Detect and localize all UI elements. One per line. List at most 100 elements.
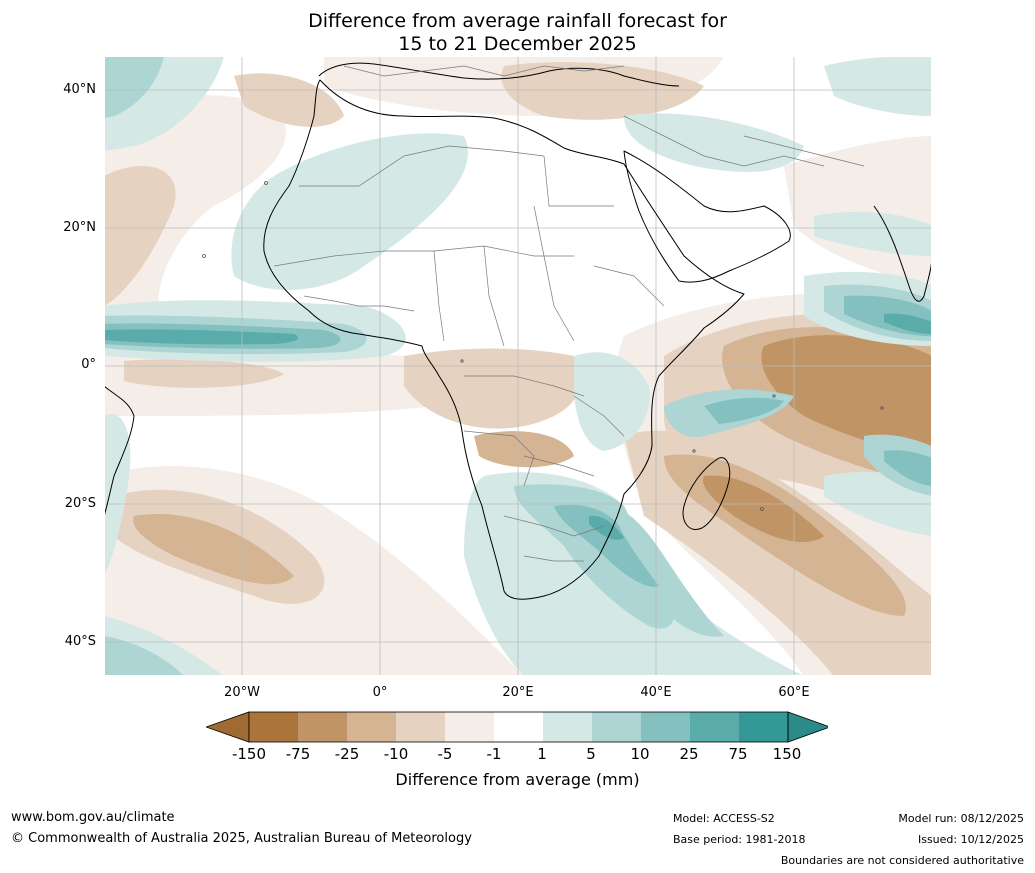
india-coastline xyxy=(873,205,932,302)
wet-area-turkey-caspian xyxy=(824,56,932,116)
lon-label-20e: 20°E xyxy=(502,685,534,700)
lat-label-eq: 0° xyxy=(81,357,96,372)
wet-area-north-atlantic-medium xyxy=(104,56,164,118)
chart-title: Difference from average rainfall forecas… xyxy=(0,10,1035,56)
legend-tick-label: -10 xyxy=(383,745,409,763)
border-europe xyxy=(343,65,625,77)
wet-area-indian-equatorial-strong xyxy=(704,397,784,424)
lat-label-20s: 20°S xyxy=(64,496,96,511)
colorbar-segment xyxy=(445,712,494,742)
colorbar-segment xyxy=(347,712,396,742)
lat-label-40n: 40°N xyxy=(63,82,96,97)
lon-label-0: 0° xyxy=(372,685,388,700)
border-central-1 xyxy=(433,250,445,342)
arabia-coastline xyxy=(623,150,791,283)
colorbar-legend xyxy=(204,711,832,743)
border-southern xyxy=(503,515,605,537)
wet-area-arabian-sea-north xyxy=(814,211,932,256)
border-sahara-north xyxy=(299,145,545,187)
colorbar-segment xyxy=(690,712,739,742)
colorbar-segment xyxy=(298,712,347,742)
border-congo xyxy=(464,375,585,397)
legend-tick-label: 5 xyxy=(586,745,596,763)
lon-label-60e: 60°E xyxy=(778,685,810,700)
canary-islands xyxy=(264,181,268,185)
border-zambia xyxy=(523,455,595,477)
legend-tick-label: 150 xyxy=(772,745,802,763)
wet-anomaly-areas xyxy=(104,56,932,676)
colorbar-arrow-low xyxy=(204,711,250,743)
wet-area-southern-africa-strong xyxy=(554,504,659,587)
legend-tick-label: -25 xyxy=(334,745,360,763)
islands xyxy=(202,181,884,511)
border-ethiopia xyxy=(593,265,665,307)
south-america-coastline xyxy=(104,385,135,517)
country-borders xyxy=(273,65,865,562)
coastlines xyxy=(104,62,932,600)
dry-area-europe-east xyxy=(501,62,704,120)
colorbar-segment xyxy=(739,712,788,742)
footer-copyright: © Commonwealth of Australia 2025, Austra… xyxy=(11,831,472,846)
maldives xyxy=(880,406,884,410)
europe-coastline xyxy=(318,62,680,87)
lat-label-40s: 40°S xyxy=(64,634,96,649)
colorbar-svg xyxy=(204,711,832,743)
dry-area-west-atlantic-north xyxy=(104,95,286,336)
lon-label-20w: 20°W xyxy=(224,685,260,700)
footer-disclaimer: Boundaries are not considered authoritat… xyxy=(780,854,1024,867)
colorbar-segment xyxy=(249,712,298,742)
wet-area-brazil xyxy=(104,414,131,576)
colorbar-segment xyxy=(396,712,445,742)
legend-tick-label: 1 xyxy=(537,745,547,763)
title-line-2: 15 to 21 December 2025 xyxy=(398,33,637,55)
border-iran xyxy=(743,135,865,167)
rainfall-anomaly-map xyxy=(104,56,932,676)
legend-title: Difference from average (mm) xyxy=(395,770,640,789)
legend-tick-label: 25 xyxy=(679,745,699,763)
wet-area-sahara-west xyxy=(231,133,468,290)
border-central-2 xyxy=(483,245,505,347)
lat-label-20n: 20°N xyxy=(63,220,96,235)
legend-tick-label: -5 xyxy=(437,745,453,763)
footer-issued: Issued: 10/12/2025 xyxy=(917,833,1024,846)
colorbar-frame xyxy=(248,711,789,743)
footer-model-run: Model run: 08/12/2025 xyxy=(898,812,1024,825)
legend-tick-label: 10 xyxy=(630,745,650,763)
dry-area-central-africa xyxy=(404,348,582,429)
colorbar-arrow-high xyxy=(787,711,832,743)
wet-area-south-indian-strong xyxy=(884,450,932,486)
footer-base-period: Base period: 1981-2018 xyxy=(673,833,806,846)
wet-area-southern-africa-core xyxy=(589,515,624,540)
wet-area-gulf-of-guinea-core xyxy=(104,329,298,345)
dry-area-west-atlantic-20n xyxy=(104,166,176,306)
wet-area-arabian-sea-core xyxy=(884,313,932,334)
legend-tick-label: -150 xyxy=(231,745,267,763)
footer-website: www.bom.gov.au/climate xyxy=(11,810,175,825)
border-sudan xyxy=(533,205,575,342)
footer-model: Model: ACCESS-S2 xyxy=(673,812,775,825)
wet-area-east-africa-lakes xyxy=(574,352,650,451)
legend-tick-label: -75 xyxy=(285,745,311,763)
dry-area-southwest-atlantic-dark xyxy=(133,514,294,585)
map-border xyxy=(104,56,932,676)
colorbar-segment xyxy=(494,712,543,742)
border-middle-east xyxy=(623,115,825,167)
dry-area-north-atlantic xyxy=(234,73,344,127)
wet-area-southern-africa-medium xyxy=(514,484,675,629)
colorbar-segment xyxy=(641,712,690,742)
seychelles xyxy=(772,394,776,398)
madagascar-coastline xyxy=(682,457,731,530)
wet-area-southeast-coast-africa xyxy=(594,505,724,637)
border-egypt xyxy=(543,155,614,207)
lon-label-40e: 40°E xyxy=(640,685,672,700)
graticule xyxy=(104,56,932,676)
africa-coastline xyxy=(263,79,745,600)
comoros xyxy=(692,449,696,453)
dry-area-congo-basin xyxy=(474,431,574,468)
wet-area-arabia-north xyxy=(624,113,804,172)
colorbar-segment xyxy=(543,712,592,742)
dry-area-indian-strong xyxy=(761,335,932,456)
colorbar-segment xyxy=(592,712,641,742)
border-sa xyxy=(523,555,584,562)
legend-tick-label: -1 xyxy=(486,745,502,763)
